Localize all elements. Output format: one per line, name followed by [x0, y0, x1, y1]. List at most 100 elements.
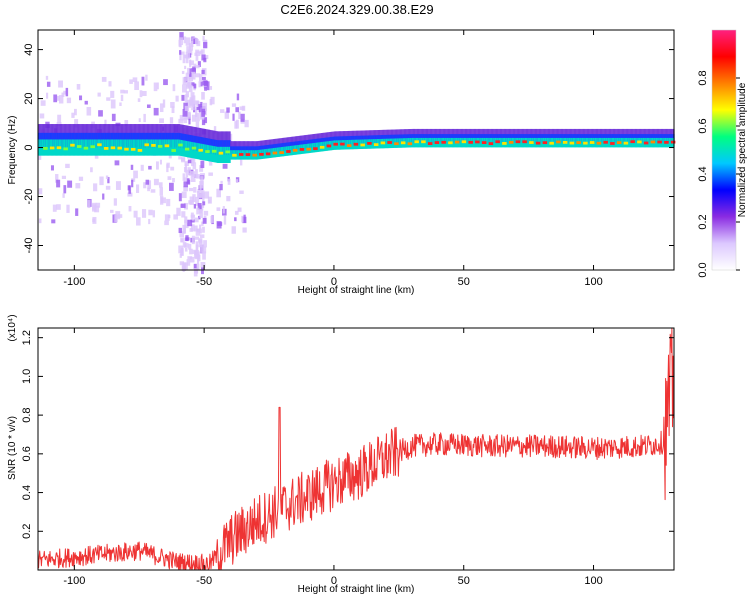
spectrogram-band-inner	[227, 146, 230, 163]
spectrogram-noise-cell	[195, 54, 199, 61]
spectrogram-band-inner	[123, 139, 126, 156]
spectrogram-x-tick-label: 50	[458, 276, 470, 288]
spectrogram-band-inner	[559, 137, 562, 148]
spectrogram-noise-cell	[182, 108, 188, 117]
spectrogram-noise-cell	[198, 81, 201, 88]
spectrogram-noise-cell	[200, 161, 205, 169]
spectrogram-noise-cell	[38, 153, 42, 160]
spectrogram-noise-cell	[184, 105, 190, 111]
colorbar-label: Normalized spectral amplitude	[737, 82, 748, 217]
spectrogram-band-inner	[54, 139, 57, 156]
spectrogram-noise-cell	[179, 115, 184, 121]
spectrogram-band-inner	[492, 137, 495, 148]
spectrogram-band-inner	[593, 137, 596, 148]
spectrogram-noise-cell	[239, 190, 244, 194]
spectrogram-ridge-cell	[623, 141, 629, 145]
spectrogram-x-tick-label: -100	[63, 276, 85, 288]
spectrogram-noise-cell	[134, 81, 139, 91]
spectrogram-noise-cell	[178, 156, 182, 160]
spectrogram-ridge-cell	[542, 141, 548, 145]
spectrogram-noise-cell	[197, 188, 202, 194]
spectrogram-noise-cell	[179, 231, 185, 238]
spectrogram-band-inner	[337, 140, 340, 150]
spectrogram-noise-cell	[187, 167, 191, 172]
spectrogram-band-inner	[271, 148, 274, 158]
spectrogram-noise-cell	[65, 163, 70, 169]
spectrogram-band-inner	[661, 137, 663, 148]
spectrogram-ridge-cell	[589, 141, 595, 144]
spectrogram-noise-cell	[38, 188, 43, 195]
spectrogram-noise-cell	[188, 172, 192, 176]
spectrogram-band-inner	[71, 139, 74, 156]
snr-panel: -100 -50 0 50 100 0.20.40.60.81.01.2 (x10⁴) …	[7, 314, 675, 595]
spectrogram-ridge-cell	[238, 153, 244, 156]
spectrogram-noise-cell	[183, 36, 187, 44]
spectrogram-noise-cell	[238, 111, 241, 120]
spectrogram-band-inner	[87, 139, 90, 156]
spectrogram-y-tick-label: 20	[23, 92, 35, 104]
spectrogram-noise-cell	[192, 194, 196, 203]
spectrogram-noise-cell	[169, 117, 174, 124]
spectrogram-band-inner	[201, 143, 204, 161]
spectrogram-noise-cell	[183, 186, 188, 192]
spectrogram-band-inner	[126, 139, 129, 156]
colorbar-ticks: 0.0 0.2 0.4 0.6 0.8	[697, 70, 740, 278]
spectrogram-ridge-cell	[454, 140, 460, 144]
spectrogram-band-inner	[179, 139, 182, 156]
spectrogram-band-inner	[466, 137, 469, 148]
spectrogram-band-inner	[127, 139, 130, 156]
spectrogram-ridge-cell	[650, 140, 656, 144]
spectrogram-band-inner	[150, 139, 153, 156]
spectrogram-noise-cell	[143, 182, 147, 189]
spectrogram-band-inner	[546, 137, 549, 148]
spectrogram-noise-cell	[50, 165, 54, 171]
spectrogram-noise-cell	[128, 205, 132, 212]
spectrogram-ridge-cell	[110, 146, 116, 150]
spectrogram-ridge-cell	[117, 146, 122, 150]
spectrogram-noise-cell	[198, 215, 201, 220]
spectrogram-noise-cell	[190, 219, 195, 223]
spectrogram-band-inner	[148, 139, 151, 156]
spectrogram-noise-cell	[58, 95, 64, 104]
spectrogram-band-inner	[561, 137, 563, 148]
spectrogram-band-inner	[601, 137, 604, 148]
spectrogram-ridge-cell	[421, 140, 426, 144]
spectrogram-band-inner	[474, 137, 477, 148]
spectrogram-noise-cell	[76, 84, 81, 90]
spectrogram-ridge-cell	[56, 146, 62, 150]
spectrogram-band-inner	[180, 139, 183, 157]
spectrogram-noise-cell	[224, 111, 230, 119]
spectrogram-band-inner	[192, 142, 195, 159]
spectrogram-band-inner	[214, 146, 217, 163]
spectrogram-noise-cell	[181, 70, 185, 74]
spectrogram-band-inner	[507, 137, 510, 148]
spectrogram-noise-cell	[188, 43, 194, 51]
spectrogram-noise-cell	[191, 71, 196, 80]
spectrogram-noise-cell	[178, 245, 184, 254]
spectrogram-noise-cell	[189, 72, 194, 82]
spectrogram-band-inner	[580, 137, 583, 148]
spectrogram-noise-cell	[181, 191, 187, 199]
spectrogram-band-inner	[236, 150, 239, 160]
spectrogram-band-inner	[413, 137, 416, 148]
spectrogram-ridge-cell	[637, 140, 642, 144]
spectrogram-ridge-cell	[184, 147, 190, 151]
spectrogram-ridge-cell	[448, 141, 453, 145]
spectrogram-noise-cell	[202, 194, 205, 204]
spectrogram-noise-cell	[183, 177, 188, 182]
spectrogram-noise-cell	[195, 38, 199, 45]
spectrogram-band-inner	[289, 145, 292, 156]
spectrogram-noise-cell	[120, 94, 124, 102]
spectrogram-band-inner	[196, 142, 199, 160]
spectrogram-noise-cell	[227, 178, 231, 185]
spectrogram-band-inner	[182, 140, 184, 157]
spectrogram-noise-cell	[196, 263, 200, 270]
spectrogram-band-inner	[263, 149, 266, 159]
spectrogram-band-inner	[53, 139, 56, 156]
spectrogram-ridge-cell	[556, 140, 561, 144]
spectrogram-noise-cell	[196, 191, 200, 199]
spectrogram-noise-cell	[153, 107, 159, 116]
spectrogram-noise-cell	[232, 113, 235, 121]
spectrogram-band-inner	[357, 139, 360, 150]
spectrogram-noise-cell	[185, 72, 190, 82]
